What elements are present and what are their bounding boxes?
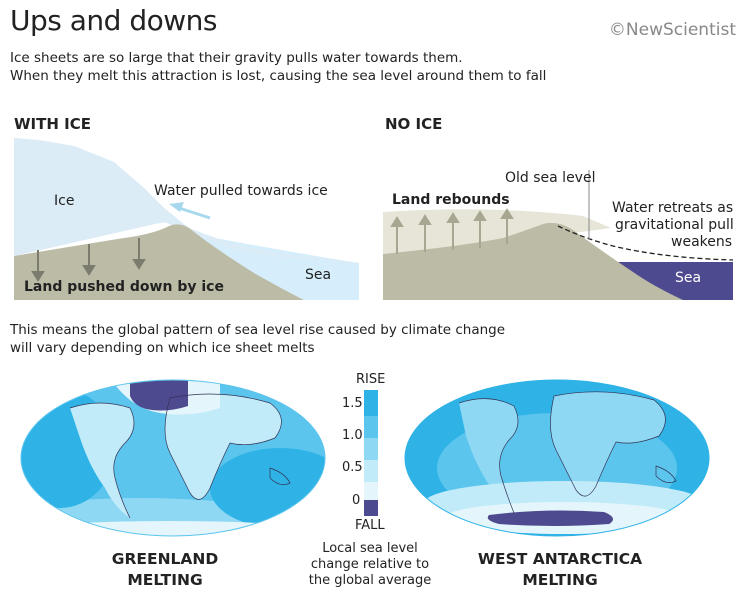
- subtitle-line-1: Ice sheets are so large that their gravi…: [10, 50, 463, 66]
- with-ice-heading: WITH ICE: [14, 115, 91, 133]
- antarctica-title-line-2: MELTING: [460, 570, 660, 591]
- legend-tick-1-0: 1.0: [342, 428, 363, 443]
- land-rebounds-label: Land rebounds: [392, 192, 510, 208]
- greenland-title-line-1: GREENLAND: [90, 549, 240, 570]
- ice-label: Ice: [54, 193, 74, 209]
- middle-text-line-1: This means the global pattern of sea lev…: [10, 322, 505, 338]
- legend-tick-1-5: 1.5: [342, 396, 363, 411]
- legend-tick-0-5: 0.5: [342, 460, 363, 475]
- sea-label-with-ice: Sea: [305, 267, 331, 283]
- west-antarctica-title: WEST ANTARCTICA MELTING: [460, 549, 660, 591]
- water-retreats-label-3: weakens: [671, 234, 732, 250]
- legend-caption-line-1: Local sea level: [300, 541, 440, 557]
- greenland-map: [20, 378, 326, 538]
- water-retreats-label-1: Water retreats as: [612, 200, 733, 216]
- legend-caption-line-3: the global average: [300, 573, 440, 589]
- antarctica-title-line-1: WEST ANTARCTICA: [460, 549, 660, 570]
- greenland-fall-region: [130, 378, 188, 411]
- greenland-title: GREENLAND MELTING: [90, 549, 240, 591]
- legend-tick-0: 0: [352, 493, 360, 508]
- legend-rise-label: RISE: [356, 372, 385, 387]
- water-pulled-label: Water pulled towards ice: [154, 183, 328, 199]
- legend-caption: Local sea level change relative to the g…: [300, 541, 440, 589]
- water-retreats-label-2: gravitational pull: [615, 217, 734, 233]
- legend-color-scale: [364, 390, 378, 516]
- subtitle-line-2: When they melt this attraction is lost, …: [10, 68, 546, 84]
- greenland-title-line-2: MELTING: [90, 570, 240, 591]
- old-sea-level-label: Old sea level: [505, 170, 595, 186]
- legend-caption-line-2: change relative to: [300, 557, 440, 573]
- page-title: Ups and downs: [10, 4, 217, 37]
- brand-logo: ©NewScientist: [609, 20, 736, 40]
- no-ice-heading: NO ICE: [385, 115, 442, 133]
- west-antarctica-map: [404, 378, 710, 538]
- middle-text-line-2: will vary depending on which ice sheet m…: [10, 340, 315, 356]
- land-pushed-label: Land pushed down by ice: [24, 279, 224, 295]
- sea-label-no-ice: Sea: [675, 270, 701, 286]
- legend-fall-label: FALL: [355, 518, 385, 533]
